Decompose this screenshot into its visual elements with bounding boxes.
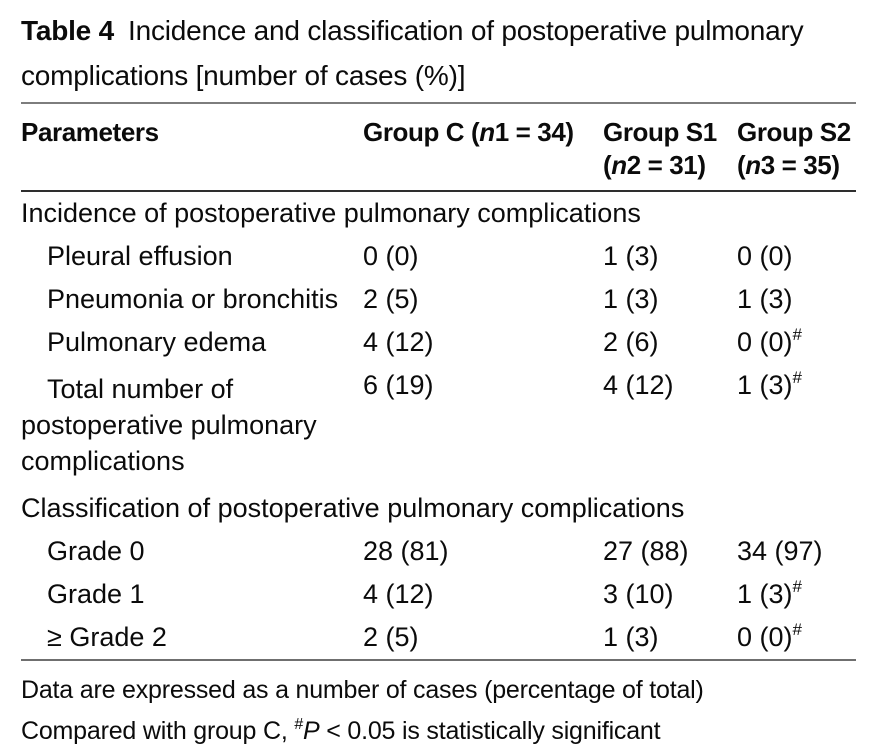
table-row-pneumonia: Pneumonia or bronchitis 2 (5) 1 (3) 1 (3… (21, 278, 856, 321)
table-body: Incidence of postoperative pulmonary com… (21, 192, 856, 659)
significance-marker: # (792, 325, 802, 344)
header-group-c-post: 1 = 34) (494, 117, 574, 147)
row-label: Grade 0 (47, 536, 145, 566)
cell-group-c: 0 (0) (363, 241, 419, 271)
header-group-s2-pre: ( (737, 150, 746, 180)
row-label: Pneumonia or bronchitis (47, 284, 339, 314)
header-group-s2: Group S2 (n3 = 35) (737, 116, 856, 182)
cell-group-s2: 1 (3) (737, 284, 793, 314)
header-parameters: Parameters (21, 117, 159, 147)
table-header-row: Parameters Group C (n1 = 34) Group S1 (n… (21, 104, 856, 190)
cell-group-c: 2 (5) (363, 622, 419, 652)
cell-group-s1: 4 (12) (603, 370, 674, 400)
cell-value: 0 (0) (737, 327, 793, 357)
header-group-s2-post: 3 = 35) (760, 150, 840, 180)
section-row-incidence: Incidence of postoperative pulmonary com… (21, 192, 856, 235)
cell-group-s1: 1 (3) (603, 241, 659, 271)
header-group-s1-nvar: n (611, 150, 627, 180)
header-group-s2-name: Group S2 (737, 117, 851, 147)
cell-group-s2: 0 (0)# (737, 325, 856, 357)
caption-line-2: complications [number of cases (%)] (21, 60, 466, 91)
table-row-grade-2-plus: ≥ Grade 2 2 (5) 1 (3) 0 (0)# (21, 616, 856, 659)
caption-text-line1: Incidence and classification of postoper… (128, 15, 804, 46)
table-row-grade-0: Grade 0 28 (81) 27 (88) 34 (97) (21, 530, 856, 573)
table-row-total: Total number of postoperative pulmonary … (21, 364, 856, 487)
caption-line-1: Table 4 Incidence and classification of p… (21, 8, 856, 53)
cell-group-c: 2 (5) (363, 284, 419, 314)
header-group-s1-post: 2 = 31) (626, 150, 706, 180)
cell-group-s2: 0 (0) (737, 241, 793, 271)
row-label-line2: postoperative pulmonary (21, 410, 317, 440)
table-row-pulmonary-edema: Pulmonary edema 4 (12) 2 (6) 0 (0)# (21, 321, 856, 364)
footnote-significance-pre: Compared with group C, (21, 717, 295, 745)
table-row-pleural-effusion: Pleural effusion 0 (0) 1 (3) 0 (0) (21, 235, 856, 278)
header-group-s1: Group S1 (n2 = 31) (603, 116, 737, 182)
section-heading-incidence: Incidence of postoperative pulmonary com… (21, 198, 641, 228)
cell-group-s2: 1 (3)# (737, 368, 856, 479)
table-caption: Table 4 Incidence and classification of p… (21, 8, 856, 98)
cell-value: 1 (3) (737, 370, 793, 400)
footnote-significance-post: < 0.05 is statistically significant (319, 717, 661, 745)
cell-group-s2: 1 (3)# (737, 577, 856, 609)
cell-group-s2: 0 (0)# (737, 620, 856, 652)
section-heading-classification: Classification of postoperative pulmonar… (21, 493, 685, 523)
header-group-s2-nvar: n (745, 150, 761, 180)
cell-group-c: 4 (12) (363, 579, 434, 609)
significance-marker: # (792, 368, 802, 387)
footnote-hash-marker: # (294, 715, 304, 733)
cell-value: 1 (3) (737, 579, 793, 609)
cell-group-s1: 27 (88) (603, 536, 689, 566)
footnote-data-expression: Data are expressed as a number of cases … (21, 676, 704, 704)
top-rule-divider (21, 102, 856, 104)
header-group-c: Group C (n1 = 34) (363, 116, 603, 182)
cell-group-s1: 3 (10) (603, 579, 674, 609)
table-row-grade-1: Grade 1 4 (12) 3 (10) 1 (3)# (21, 573, 856, 616)
row-label: Grade 1 (47, 579, 145, 609)
header-group-c-pre: Group C ( (363, 117, 480, 147)
header-group-s1-name: Group S1 (603, 117, 717, 147)
cell-group-s1: 1 (3) (603, 622, 659, 652)
row-label-multiline: Total number of postoperative pulmonary … (21, 371, 363, 479)
header-group-s2-n: (n3 = 35) (737, 149, 856, 182)
table-footnotes: Data are expressed as a number of cases … (21, 661, 856, 752)
cell-group-c: 6 (19) (363, 370, 434, 400)
header-group-c-n: n (479, 117, 495, 147)
cell-group-s2: 34 (97) (737, 536, 823, 566)
footnote-significance: Compared with group C, #P < 0.05 is stat… (21, 711, 856, 752)
significance-marker: # (792, 620, 802, 639)
cell-group-c: 28 (81) (363, 536, 449, 566)
header-rule-divider (21, 190, 856, 192)
table-number-label: Table 4 (21, 15, 115, 46)
significance-marker: # (792, 577, 802, 596)
row-label: ≥ Grade 2 (47, 622, 167, 652)
header-group-s1-pre: ( (603, 150, 612, 180)
bottom-rule-divider (21, 659, 856, 661)
row-label: Pulmonary edema (47, 327, 267, 357)
header-group-s1-n: (n2 = 31) (603, 149, 737, 182)
row-label-line3: complications (21, 446, 185, 476)
cell-value: 0 (0) (737, 622, 793, 652)
cell-group-c: 4 (12) (363, 327, 434, 357)
cell-group-s1: 1 (3) (603, 284, 659, 314)
row-label: Pleural effusion (47, 241, 233, 271)
cell-group-s1: 2 (6) (603, 327, 659, 357)
row-label-line1: Total number of (47, 374, 234, 404)
section-row-classification: Classification of postoperative pulmonar… (21, 487, 856, 530)
footnote-p-symbol: P (303, 717, 320, 745)
